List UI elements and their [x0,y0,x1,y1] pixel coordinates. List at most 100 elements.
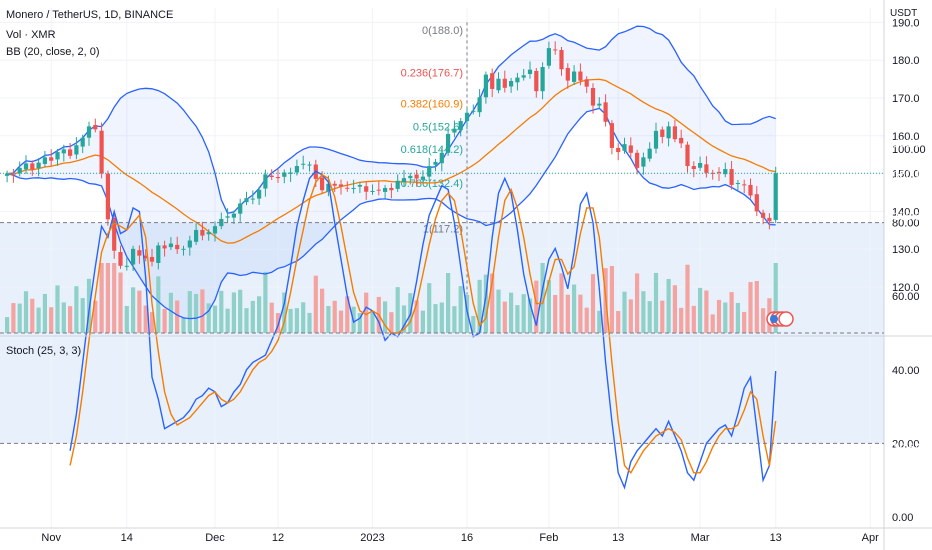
candlestick [735,180,740,191]
candlestick [156,242,161,270]
candlestick [364,181,369,200]
candle-body [301,163,306,165]
candle-body [17,167,22,174]
price-tick-label: 180.0 [892,55,920,67]
candle-body [11,173,16,175]
volume-bar [320,288,325,333]
time-tick-label: 13 [612,532,624,544]
candlestick [212,221,218,242]
candle-body [376,189,381,191]
volume-bar [206,303,211,333]
candlestick [124,257,129,271]
candlestick [653,122,659,154]
volume-bar [99,263,104,333]
volume-bar [420,310,425,333]
candle-body [156,245,161,263]
candle-body [496,78,501,91]
candle-body [200,229,205,236]
volume-bar [137,290,142,333]
volume-bar [42,293,47,333]
candlestick [685,141,690,173]
candlestick [609,120,614,155]
stochastic-legend[interactable]: Stoch (25, 3, 3) [6,345,82,357]
candle-body [653,130,659,149]
volume-bar [490,273,495,333]
symbol-legend[interactable]: Monero / TetherUS, 1D, BINANCE [6,9,174,21]
candlestick [200,221,205,241]
stoch-d-badge: 26.09 [893,468,921,480]
candlestick [244,191,249,206]
time-tick-label: Mar [691,532,710,544]
candlestick [345,181,350,192]
fib-level-label: 0.618(144.2) [401,144,463,156]
candlestick [590,83,596,114]
candlestick [483,71,488,104]
fibonacci-retracement[interactable]: 0(188.0) 0.236(176.7) 0.382(160.9) 0.5(152.… [401,22,468,295]
candlestick [710,169,715,180]
candle-body [118,252,123,266]
candle-body [710,172,715,174]
candlestick [105,170,110,226]
volume-bar [80,298,85,333]
volume-bar [175,300,180,333]
candlestick [616,143,621,161]
candlestick [439,148,444,172]
volume-bar [131,287,136,333]
volume-bar [257,296,262,333]
volume-bar [546,280,551,333]
candlestick [597,97,602,109]
volume-bar [105,263,110,333]
candle-body [578,71,583,81]
volume-bar [149,312,155,333]
volume-bar [364,292,369,333]
candlestick [49,149,54,166]
candle-body [464,112,470,122]
bollinger-legend[interactable]: BB (20, close, 2, 0) [6,46,100,58]
candlestick [509,77,514,93]
candlestick [603,94,608,127]
volume-bar [357,313,362,333]
volume-bar [597,310,602,333]
candle-body [761,212,766,218]
candle-body [452,128,457,133]
candlestick [754,186,759,217]
time-tick-label: 12 [272,532,284,544]
volume-bar [653,272,659,333]
volume-bar [212,305,218,333]
volume-bar [527,298,533,333]
candlestick [225,208,230,223]
candle-body [401,178,407,183]
candle-body [357,184,362,187]
candlestick [11,168,16,183]
volume-bar [156,276,161,333]
volume-bar [187,291,192,333]
candle-body [49,157,54,161]
candlestick [42,150,47,167]
candle-body [238,203,243,214]
volume-bar [282,292,287,333]
volume-bar [49,307,54,333]
volume-bar [433,304,438,333]
candle-body [534,70,539,92]
candlestick [628,137,633,158]
bollinger-basis-line [7,78,776,244]
volume-bar [515,305,520,333]
event-flags[interactable] [766,311,794,327]
volume-legend[interactable]: Vol · XMR [6,29,56,41]
candlestick [74,137,79,160]
volume-bar [622,291,627,333]
fib-level-label: 1(117.2) [423,223,463,235]
candle-body [36,162,41,169]
volume-bar [565,294,570,333]
candlestick [332,180,337,193]
volume-bar [263,271,268,333]
stoch-k-badge: 39.64 [893,442,921,454]
volume-bar [509,292,514,333]
volume-bar [590,274,596,333]
volume-bar [427,283,432,333]
candlestick [23,155,29,174]
candlestick [496,72,501,94]
candlestick [490,68,495,98]
